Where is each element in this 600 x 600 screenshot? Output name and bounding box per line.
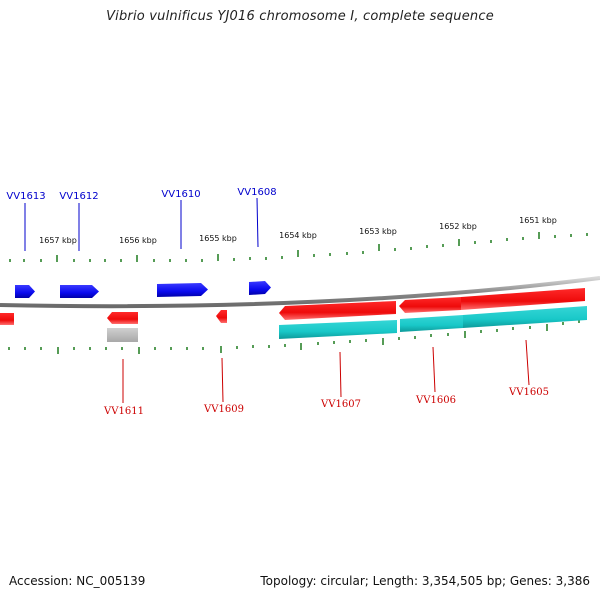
cds-feature-vv1605[interactable] (463, 306, 587, 328)
cds-feature-vv1607[interactable] (279, 320, 397, 339)
gene-label-bottom[interactable]: VV1605 (508, 387, 549, 398)
inner-tick-row (8, 320, 580, 354)
gene-arrow-vv1612[interactable] (60, 285, 99, 298)
gene-arrow-vv1613[interactable] (15, 285, 35, 298)
gene-label-bottom[interactable]: VV1607 (320, 399, 361, 410)
scale-label: 1651 kbp (519, 216, 557, 225)
topology-stats-text: Topology: circular; Length: 3,354,505 bp… (260, 574, 590, 588)
gene-label-top[interactable]: VV1608 (237, 187, 276, 198)
accession-text: Accession: NC_005139 (9, 574, 146, 588)
forward-genes (15, 281, 271, 298)
scale-label: 1652 kbp (439, 222, 477, 231)
bottom-leader-lines (122, 339, 530, 403)
gene-label-bottom[interactable]: VV1609 (203, 404, 244, 415)
gene-arrow-vv1608[interactable] (249, 281, 271, 295)
gene-label-top[interactable]: VV1612 (59, 191, 98, 202)
top-leader-lines (24, 197, 259, 251)
gene-arrow-offscreen-left[interactable] (0, 313, 14, 325)
gene-label-bottom[interactable]: VV1606 (415, 395, 456, 406)
gene-label-bottom[interactable]: VV1611 (103, 406, 144, 417)
gene-arrow-vv1611[interactable] (107, 312, 138, 324)
pseudo-feature-vv1611[interactable] (107, 328, 138, 342)
gene-arrow-vv1606[interactable] (399, 297, 461, 313)
cds-feature-vv1606[interactable] (400, 315, 463, 332)
scale-label: 1656 kbp (119, 236, 157, 245)
scale-label: 1653 kbp (359, 227, 397, 236)
chromosome-backbone (0, 276, 600, 309)
gene-label-top[interactable]: VV1610 (161, 189, 200, 200)
scale-label: 1655 kbp (199, 234, 237, 243)
gene-arrow-vv1610[interactable] (157, 283, 208, 297)
scale-label: 1654 kbp (279, 231, 317, 240)
scale-label: 1657 kbp (39, 236, 77, 245)
map-title: Vibrio vulnificus YJ016 chromosome I, co… (106, 9, 494, 24)
gene-arrow-vv1605[interactable] (461, 288, 585, 310)
gene-arrow-vv1609[interactable] (216, 310, 227, 323)
outer-tick-row (9, 232, 588, 262)
reverse-genes (0, 288, 587, 342)
gene-arrow-vv1607[interactable] (279, 301, 396, 320)
gene-label-top[interactable]: VV1613 (6, 191, 45, 202)
